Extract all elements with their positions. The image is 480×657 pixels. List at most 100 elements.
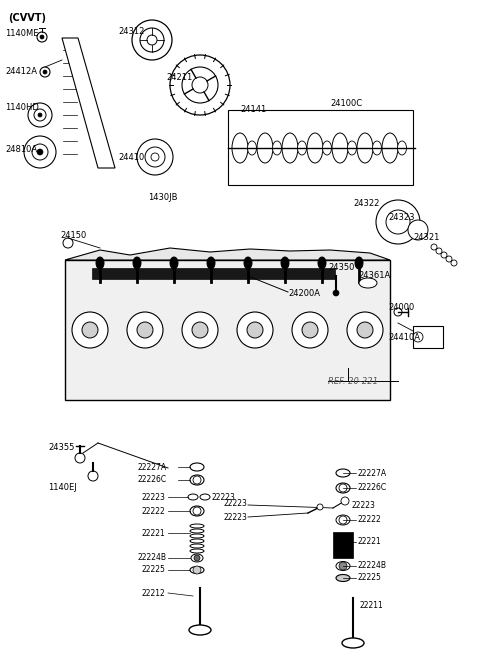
Circle shape <box>451 260 457 266</box>
Ellipse shape <box>282 133 298 163</box>
Circle shape <box>317 504 323 510</box>
Circle shape <box>394 308 402 316</box>
Ellipse shape <box>323 141 332 155</box>
Circle shape <box>182 312 218 348</box>
Ellipse shape <box>336 483 350 493</box>
Ellipse shape <box>191 554 203 562</box>
Circle shape <box>32 144 48 160</box>
Text: 1140EJ: 1140EJ <box>48 484 77 493</box>
Ellipse shape <box>318 257 326 269</box>
Ellipse shape <box>372 141 382 155</box>
Ellipse shape <box>189 625 211 635</box>
Text: (CVVT): (CVVT) <box>8 13 46 23</box>
Ellipse shape <box>336 574 350 581</box>
Circle shape <box>43 70 47 74</box>
Circle shape <box>151 153 159 161</box>
Text: 22227A: 22227A <box>138 463 167 472</box>
Circle shape <box>193 566 201 574</box>
Polygon shape <box>62 38 115 168</box>
Circle shape <box>292 312 328 348</box>
Circle shape <box>302 322 318 338</box>
Text: 22223: 22223 <box>141 493 165 501</box>
Text: 24312: 24312 <box>118 28 144 37</box>
Text: 22223: 22223 <box>211 493 235 501</box>
Text: 22222: 22222 <box>141 507 165 516</box>
Circle shape <box>28 103 52 127</box>
Text: 24350: 24350 <box>328 263 354 273</box>
Ellipse shape <box>190 506 204 516</box>
Ellipse shape <box>332 133 348 163</box>
Circle shape <box>127 312 163 348</box>
Circle shape <box>182 67 218 103</box>
Text: 22225: 22225 <box>141 566 165 574</box>
Circle shape <box>82 322 98 338</box>
Circle shape <box>347 312 383 348</box>
Ellipse shape <box>348 141 357 155</box>
Circle shape <box>339 562 347 570</box>
Polygon shape <box>65 260 390 400</box>
Circle shape <box>194 555 200 561</box>
Circle shape <box>137 139 173 175</box>
Circle shape <box>38 113 42 117</box>
Ellipse shape <box>307 133 323 163</box>
Circle shape <box>147 35 157 45</box>
Ellipse shape <box>336 515 350 525</box>
Circle shape <box>247 322 263 338</box>
Ellipse shape <box>96 257 104 269</box>
Ellipse shape <box>232 133 248 163</box>
Text: 24410: 24410 <box>118 154 144 162</box>
Text: 24410A: 24410A <box>388 334 420 342</box>
Ellipse shape <box>190 463 204 471</box>
Circle shape <box>88 471 98 481</box>
Circle shape <box>75 453 85 463</box>
Ellipse shape <box>244 257 252 269</box>
Circle shape <box>192 322 208 338</box>
Circle shape <box>339 484 347 492</box>
Ellipse shape <box>257 133 273 163</box>
Circle shape <box>40 67 50 77</box>
Circle shape <box>170 55 230 115</box>
Circle shape <box>63 238 73 248</box>
Text: 24412A: 24412A <box>5 68 37 76</box>
Text: 24200A: 24200A <box>288 288 320 298</box>
Bar <box>228 110 413 185</box>
Text: REF. 20-221: REF. 20-221 <box>328 376 378 386</box>
Circle shape <box>140 28 164 52</box>
Circle shape <box>376 200 420 244</box>
Text: 24810A: 24810A <box>5 145 37 154</box>
Text: 22223: 22223 <box>223 512 247 522</box>
Ellipse shape <box>359 278 377 288</box>
Ellipse shape <box>342 638 364 648</box>
Text: 1430JB: 1430JB <box>148 194 178 202</box>
Text: 22211: 22211 <box>360 600 384 610</box>
Text: 22227A: 22227A <box>358 468 387 478</box>
Text: 22221: 22221 <box>358 537 382 547</box>
Bar <box>333 532 353 558</box>
Text: 24000: 24000 <box>388 304 414 313</box>
Text: 22224B: 22224B <box>138 553 167 562</box>
Text: 22225: 22225 <box>358 574 382 583</box>
Ellipse shape <box>170 257 178 269</box>
Circle shape <box>192 77 208 93</box>
Circle shape <box>333 290 339 296</box>
Text: 24100C: 24100C <box>330 99 362 108</box>
Text: 24321: 24321 <box>413 233 439 242</box>
Text: 22222: 22222 <box>358 516 382 524</box>
Circle shape <box>37 149 43 155</box>
Circle shape <box>441 252 447 258</box>
Polygon shape <box>92 268 335 279</box>
Ellipse shape <box>200 494 210 500</box>
Circle shape <box>339 516 347 524</box>
Text: 24322: 24322 <box>353 198 379 208</box>
Circle shape <box>386 210 410 234</box>
Text: 24141: 24141 <box>240 106 266 114</box>
Text: 22212: 22212 <box>141 589 165 597</box>
Circle shape <box>72 312 108 348</box>
Text: 24361A: 24361A <box>358 271 390 281</box>
Ellipse shape <box>190 566 204 574</box>
Ellipse shape <box>133 257 141 269</box>
Polygon shape <box>65 248 390 260</box>
Text: 22221: 22221 <box>141 528 165 537</box>
Circle shape <box>193 507 201 515</box>
Circle shape <box>357 322 373 338</box>
